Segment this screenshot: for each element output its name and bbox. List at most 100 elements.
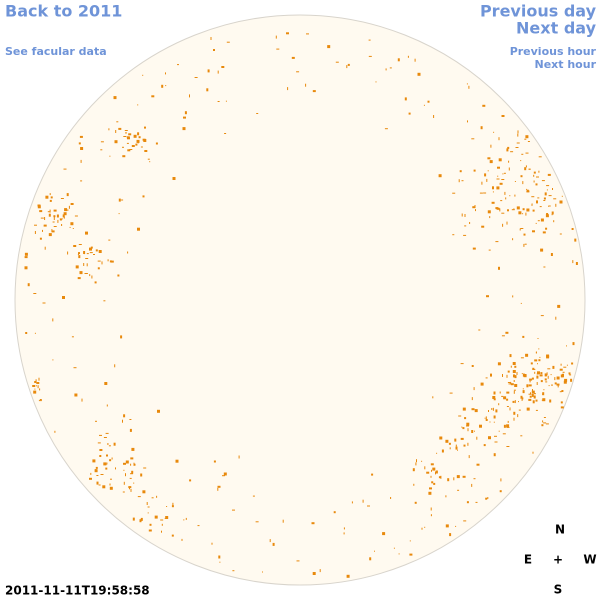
facula	[126, 142, 129, 144]
facula	[516, 372, 518, 375]
facula	[488, 410, 489, 412]
facula	[269, 539, 271, 543]
facula	[306, 33, 309, 35]
facula	[97, 442, 101, 444]
facula	[542, 231, 546, 234]
facula	[181, 538, 183, 541]
facula	[114, 364, 116, 368]
facula	[471, 408, 475, 411]
facula	[445, 439, 449, 443]
facula	[35, 379, 37, 383]
facula	[462, 475, 466, 478]
facula	[517, 130, 519, 134]
facula	[428, 491, 432, 495]
facula	[526, 190, 530, 193]
facula	[40, 217, 44, 219]
facula	[433, 482, 436, 485]
facula	[485, 497, 488, 500]
facula	[502, 374, 503, 377]
facula	[90, 246, 93, 249]
facula	[126, 136, 130, 139]
facula	[452, 234, 455, 236]
facula	[53, 209, 57, 212]
facula	[532, 389, 533, 392]
facula	[506, 374, 508, 378]
facula	[526, 189, 529, 191]
facula	[104, 382, 108, 385]
facula	[275, 35, 277, 39]
facula	[508, 383, 512, 385]
facula	[513, 411, 516, 415]
facula	[517, 133, 519, 137]
facula	[533, 174, 535, 177]
facula	[553, 198, 557, 200]
facula	[217, 101, 220, 102]
facula	[521, 153, 524, 155]
facula	[447, 478, 450, 482]
facula	[518, 401, 519, 403]
facula	[97, 267, 100, 270]
facula	[120, 335, 123, 339]
facula	[483, 444, 486, 447]
facular-link[interactable]: See facular data	[5, 45, 107, 58]
facula	[564, 378, 568, 382]
facula	[393, 547, 395, 549]
facula	[514, 365, 517, 368]
facula	[532, 367, 535, 370]
facula	[213, 49, 215, 51]
facula	[472, 206, 476, 209]
facula	[492, 186, 494, 190]
facula	[24, 256, 28, 259]
facula	[509, 407, 511, 411]
facula	[221, 66, 225, 68]
facula	[493, 398, 496, 401]
facula	[455, 525, 457, 527]
facula	[62, 296, 65, 299]
facula	[38, 400, 42, 402]
facula	[140, 146, 143, 148]
facula	[42, 302, 46, 304]
facula	[508, 167, 510, 171]
facula	[534, 371, 536, 374]
facula	[542, 420, 544, 423]
facula	[445, 524, 449, 528]
facula	[56, 214, 59, 218]
facula	[526, 407, 530, 411]
previous-hour-link[interactable]: Previous hour	[510, 45, 597, 58]
facula	[343, 532, 345, 535]
facula	[111, 457, 113, 460]
facula	[414, 501, 417, 504]
next-day-link[interactable]: Next day	[516, 19, 597, 38]
facula	[172, 177, 176, 180]
facula	[129, 477, 132, 479]
facula	[572, 342, 575, 346]
facula	[506, 426, 510, 428]
facula	[505, 331, 509, 334]
previous-day-link[interactable]: Previous day	[480, 2, 597, 21]
back-link[interactable]: Back to 2011	[5, 2, 122, 21]
facula	[551, 214, 553, 216]
facula	[430, 463, 434, 466]
facula	[532, 400, 535, 404]
facula	[102, 485, 106, 489]
facula	[415, 462, 417, 466]
facula	[502, 223, 504, 227]
facula	[95, 249, 98, 252]
facula	[461, 180, 464, 182]
next-hour-link[interactable]: Next hour	[535, 58, 597, 71]
facula	[531, 203, 533, 206]
facula	[53, 217, 55, 220]
facula	[129, 487, 130, 490]
facula	[71, 336, 74, 338]
facula	[114, 140, 118, 144]
facula	[385, 68, 387, 71]
facula	[525, 353, 529, 357]
facula	[493, 453, 496, 457]
facula	[528, 384, 532, 387]
facula	[62, 214, 65, 218]
facula	[549, 399, 552, 403]
facula	[503, 424, 506, 428]
facula	[495, 409, 498, 413]
facula	[333, 511, 336, 514]
facula	[520, 302, 522, 304]
